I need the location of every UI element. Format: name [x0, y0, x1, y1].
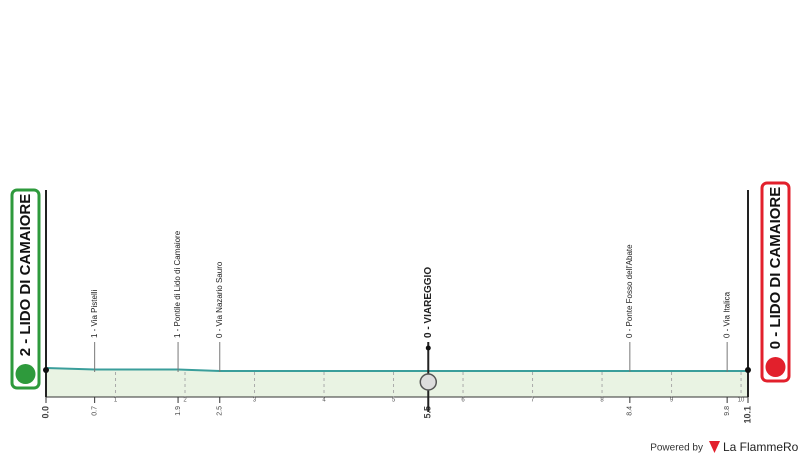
minor-tick-label: 7 — [531, 398, 535, 404]
brand-logo — [709, 441, 720, 453]
minor-tick-label: 5 — [392, 398, 396, 404]
waypoint-label: 1 - Via Pistelli — [90, 289, 99, 338]
waypoint-label: 0 - VIAREGGIO — [423, 267, 434, 338]
endpoint-dot — [745, 367, 751, 373]
waypoint-label: 0 - Ponte Fosso dell'Abate — [625, 244, 634, 338]
x-tick-label: 2.5 — [217, 406, 224, 416]
x-tick-label: 10.1 — [742, 406, 752, 424]
checkpoint-icon — [419, 373, 438, 391]
minor-tick-label: 9 — [670, 398, 674, 404]
endpoint-icon — [765, 357, 786, 377]
minor-tick-label: 4 — [322, 398, 326, 404]
waypoint-label: 0 - Via Nazario Sauro — [215, 261, 224, 338]
x-tick-label: 0.0 — [40, 406, 50, 419]
checkpoint-dot — [425, 345, 431, 351]
minor-tick-label: 8 — [600, 398, 604, 404]
x-tick-label: 9.8 — [724, 406, 731, 416]
minor-tick-label: 3 — [253, 398, 257, 404]
endpoint-box — [10, 188, 41, 390]
x-tick-label: 5.5 — [423, 406, 433, 419]
x-tick-label: 0.7 — [91, 406, 98, 416]
endpoint-box — [760, 181, 791, 383]
minor-tick-label: 1 — [114, 398, 118, 404]
brand: La FlammeRouge — [723, 440, 799, 454]
endpoint-icon — [15, 364, 36, 384]
minor-tick-label: 10 — [738, 398, 745, 404]
endpoint-label: 0 - LIDO DI CAMAIORE — [767, 187, 784, 350]
waypoint-label: 0 - Via Italica — [722, 291, 731, 338]
waypoint-label: 1 - Pontile di Lido di Camaiore — [173, 230, 182, 338]
profile-line — [45, 367, 748, 372]
endpoint-label: 2 - LIDO DI CAMAIORE — [17, 194, 34, 357]
minor-tick-label: 6 — [461, 398, 465, 404]
minor-tick-label: 2 — [183, 398, 187, 404]
endpoint-dot — [43, 367, 49, 373]
x-tick-label: 1.9 — [175, 406, 182, 416]
profile-area — [46, 368, 748, 397]
x-tick-label: 8.4 — [627, 406, 634, 416]
powered-by: Powered by — [650, 443, 703, 454]
